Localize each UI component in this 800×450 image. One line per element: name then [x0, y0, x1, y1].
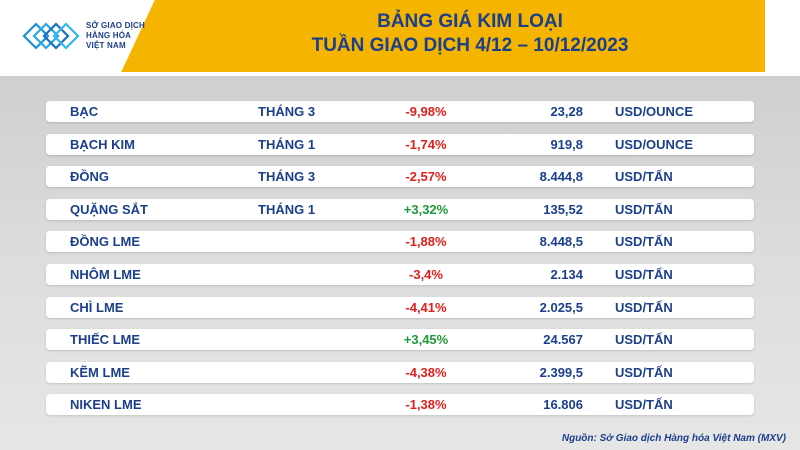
logo-line: HÀNG HÓA	[86, 31, 132, 40]
price-value: 135,52	[543, 201, 583, 217]
contract-month: THÁNG 1	[258, 201, 316, 217]
price-change: -9,98%	[405, 104, 447, 119]
table-row: ĐỒNG THÁNG 3 -2,57% 8.444,8 USD/TẤN	[46, 166, 754, 188]
contract-month: THÁNG 3	[258, 169, 316, 185]
price-unit: USD/TẤN	[615, 299, 673, 315]
price-change: -4,38%	[405, 364, 447, 380]
price-change: -4,41%	[405, 299, 447, 315]
price-value: 2.399,5	[539, 364, 583, 380]
metal-name: THIẾC LME	[70, 332, 141, 348]
price-unit: USD/TẤN	[615, 169, 673, 185]
metal-name: NHÔM LME	[70, 266, 141, 282]
table-row: BẠCH KIM THÁNG 1 -1,74% 919,8 USD/OUNCE	[46, 133, 754, 155]
price-unit: USD/TẤN	[615, 397, 673, 413]
source-note: Nguồn: Sở Giao dịch Hàng hóa Việt Nam (M…	[561, 433, 786, 444]
price-value: 23,28	[550, 104, 583, 119]
contract-month: THÁNG 1	[258, 136, 316, 152]
title-line-1: BẢNG GIÁ KIM LOẠI	[377, 11, 563, 32]
logo-line: SỞ GIAO DỊCH	[86, 21, 146, 30]
price-unit: USD/TẤN	[615, 364, 673, 380]
price-change: -2,57%	[405, 169, 447, 185]
metal-name: ĐỒNG LME	[70, 234, 141, 250]
table-row: KẼM LME -4,38% 2.399,5 USD/TẤN	[46, 361, 754, 383]
price-unit: USD/TẤN	[615, 201, 673, 217]
logo-text: SỞ GIAO DỊCH HÀNG HÓA VIỆT NAM	[86, 21, 145, 51]
metal-name: ĐỒNG	[70, 169, 109, 185]
price-unit: USD/OUNCE	[615, 136, 694, 152]
mxv-logo-icon	[22, 22, 80, 50]
table-row: QUẶNG SẮT THÁNG 1 +3,32% 135,52 USD/TẤN	[46, 198, 754, 220]
table-row: NIKEN LME -1,38% 16.806 USD/TẤN	[46, 394, 754, 416]
price-unit: USD/OUNCE	[615, 104, 694, 119]
metal-name: NIKEN LME	[70, 397, 142, 413]
price-change: -1,74%	[405, 136, 447, 152]
mxv-logo: SỞ GIAO DỊCH HÀNG HÓA VIỆT NAM	[22, 14, 172, 58]
logo-line: VIỆT NAM	[86, 41, 126, 50]
price-unit: USD/TẤN	[615, 266, 673, 282]
table-row: NHÔM LME -3,4% 2.134 USD/TẤN	[46, 263, 754, 285]
metal-name: KẼM LME	[70, 364, 130, 380]
metal-name: CHÌ LME	[70, 299, 124, 315]
price-table-area: BẠC THÁNG 3 -9,98% 23,28 USD/OUNCE BẠCH KIM TH…	[0, 76, 800, 450]
table-row: BẠC THÁNG 3 -9,98% 23,28 USD/OUNCE	[46, 101, 754, 122]
title-line-2: TUẦN GIAO DỊCH 4/12 – 10/12/2023	[311, 35, 629, 56]
metal-name: QUẶNG SẮT	[70, 201, 148, 217]
price-change: +3,32%	[403, 201, 449, 217]
header-accent-bar	[165, 0, 765, 72]
price-value: 16.806	[543, 397, 583, 413]
table-row: ĐỒNG LME -1,88% 8.448,5 USD/TẤN	[46, 231, 754, 253]
price-value: 8.448,5	[539, 234, 583, 250]
price-value: 2.025,5	[539, 299, 583, 315]
price-value: 8.444,8	[539, 169, 583, 185]
price-value: 919,8	[550, 136, 583, 152]
price-unit: USD/TẤN	[615, 234, 673, 250]
price-change: -1,88%	[405, 234, 447, 250]
header: SỞ GIAO DỊCH HÀNG HÓA VIỆT NAM BẢNG GIÁ …	[0, 0, 800, 76]
price-unit: USD/TẤN	[615, 332, 673, 348]
price-change: -3,4%	[409, 266, 443, 282]
price-value: 2.134	[550, 266, 583, 282]
price-value: 24.567	[543, 332, 583, 348]
price-change: +3,45%	[403, 332, 449, 348]
price-change: -1,38%	[405, 397, 447, 413]
metal-name: BẠC	[70, 104, 99, 119]
page-title: BẢNG GIÁ KIM LOẠI TUẦN GIAO DỊCH 4/12 – …	[200, 10, 740, 58]
contract-month: THÁNG 3	[258, 104, 316, 119]
table-row: THIẾC LME +3,45% 24.567 USD/TẤN	[46, 329, 754, 351]
metal-name: BẠCH KIM	[70, 136, 135, 152]
price-table: BẠC THÁNG 3 -9,98% 23,28 USD/OUNCE BẠCH KIM TH…	[46, 101, 754, 427]
table-row: CHÌ LME -4,41% 2.025,5 USD/TẤN	[46, 296, 754, 318]
